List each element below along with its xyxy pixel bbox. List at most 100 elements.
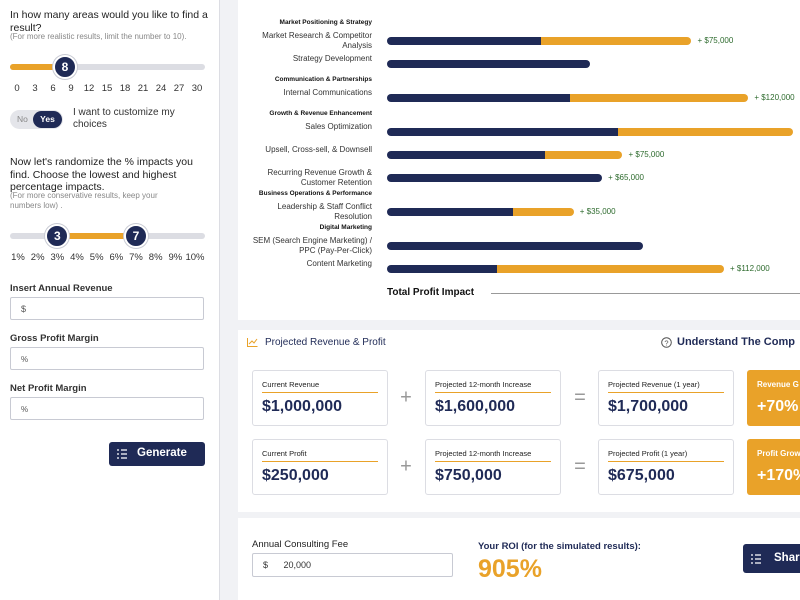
help-icon: ? [661, 337, 672, 348]
metric-value: $250,000 [262, 467, 329, 484]
metric-value: $1,600,000 [435, 398, 516, 415]
slider-tick-label: 2% [30, 252, 45, 263]
slider-tick-label: 1% [11, 252, 25, 263]
field-label: Gross Profit Margin [10, 333, 99, 344]
growth-label: Revenue G [757, 380, 799, 389]
base-bar [387, 94, 570, 102]
metric-label: Projected Revenue (1 year) [608, 380, 700, 389]
text-input[interactable]: % [10, 397, 204, 420]
group-label: Market Positioning & Strategy [279, 19, 372, 26]
plus-sign: + [400, 455, 412, 478]
slider-tick-label: 18 [119, 83, 131, 94]
generate-button[interactable]: Generate [109, 442, 205, 466]
metric-value: $675,000 [608, 467, 675, 484]
areas-hint: (For more realistic results, limit the n… [10, 32, 187, 41]
text-input[interactable]: % [10, 347, 204, 370]
metric-box: Projected Revenue (1 year) $1,700,000 [598, 370, 734, 426]
share-button[interactable]: Shar [743, 544, 800, 573]
slider-tick-label: 5% [89, 252, 104, 263]
increase-label: + $120,000 [754, 93, 795, 102]
increase-label: + $112,000 [729, 264, 770, 273]
equals-sign: = [574, 386, 586, 409]
row-label: Strategy Development [292, 54, 372, 63]
metric-label: Projected 12-month Increase [435, 449, 532, 458]
increase-bar [618, 128, 793, 136]
row-label: Market Research & Competitor Analysis [262, 31, 372, 50]
metric-value: $1,700,000 [608, 398, 689, 415]
slider-tick-label: 30 [191, 83, 203, 94]
row-label: Recurring Revenue Growth & Customer Rete… [267, 168, 373, 187]
increase-bar [545, 151, 623, 159]
slider-tick-label: 8% [148, 252, 163, 263]
slider-thumb[interactable]: 8 [53, 55, 77, 79]
svg-text:?: ? [664, 338, 668, 347]
slider-tick-label: 21 [137, 83, 149, 94]
increase-label: + $75,000 [628, 150, 665, 159]
roi-card: Annual Consulting Fee $ 20,000 Your ROI … [238, 518, 800, 600]
slider-thumb[interactable]: 3 [45, 224, 70, 248]
slider-tick-label: 3% [50, 252, 65, 263]
equals-sign: = [574, 455, 586, 478]
base-bar [387, 128, 619, 136]
growth-value: +170% [757, 467, 800, 484]
metric-underline [608, 392, 724, 393]
fee-currency: $ [263, 560, 269, 570]
metric-box: Current Profit $250,000 [252, 439, 388, 495]
row-label: Content Marketing [306, 259, 372, 268]
impacts-question: Now let's randomize the % impacts you fi… [10, 156, 193, 193]
slider-thumb[interactable]: 7 [124, 224, 148, 248]
fee-input[interactable]: $ 20,000 [252, 553, 453, 577]
group-label: Digital Marketing [319, 224, 372, 231]
increase-bar [541, 37, 692, 45]
slider-fill [57, 233, 136, 239]
roi-label: Your ROI (for the simulated results): [478, 541, 641, 552]
increase-label: + $35,000 [579, 207, 616, 216]
row-label: SEM (Search Engine Marketing) / PPC (Pay… [252, 236, 372, 255]
row-label: Internal Communications [283, 88, 372, 97]
base-bar [387, 60, 590, 68]
slider-tick-label: 7% [129, 252, 143, 263]
toggle-on: Yes [33, 111, 62, 128]
roi-value: 905% [478, 555, 542, 583]
metric-underline [262, 461, 378, 462]
slider-tick-label: 4% [70, 252, 84, 263]
metric-label: Current Revenue [262, 380, 320, 389]
slider-tick-label: 10% [185, 252, 205, 263]
metric-value: $750,000 [435, 467, 502, 484]
metric-label: Current Profit [262, 449, 307, 458]
total-label: Total Profit Impact [387, 287, 475, 298]
field-label: Net Profit Margin [10, 383, 87, 394]
help-link[interactable]: Understand The Comp [677, 336, 795, 348]
share-label: Shar [774, 552, 800, 564]
areas-question: In how many areas would you like to find… [10, 9, 208, 34]
metric-box: Projected 12-month Increase $750,000 [425, 439, 561, 495]
text-input[interactable]: $ [10, 297, 204, 320]
base-bar [387, 174, 603, 182]
sidebar: In how many areas would you like to find… [0, 0, 220, 600]
slider-tick-label: 9% [168, 252, 183, 263]
slider-tick-label: 27 [173, 83, 185, 94]
increase-bar [569, 94, 749, 102]
group-label: Business Operations & Performance [258, 190, 372, 197]
list-icon [751, 554, 761, 564]
slider-tick-label: 24 [155, 83, 167, 94]
fee-value: 20,000 [283, 560, 312, 570]
total-line [491, 293, 800, 294]
metric-underline [608, 461, 724, 462]
metric-box: Projected 12-month Increase $1,600,000 [425, 370, 561, 426]
row-label: Sales Optimization [305, 122, 372, 131]
projection-title: Projected Revenue & Profit [265, 337, 386, 348]
projection-card: Projected Revenue & Profit ? Understand … [238, 330, 800, 512]
base-bar [387, 151, 546, 159]
increase-label: + $65,000 [608, 173, 644, 182]
growth-box: Profit Grow +170% [747, 439, 800, 495]
slider-tick-label: 6% [109, 252, 124, 263]
increase-bar [512, 208, 574, 216]
customize-label: I want to customize my choices [73, 107, 175, 130]
slider-tick-label: 12 [83, 83, 95, 94]
metric-label: Projected Profit (1 year) [608, 449, 688, 458]
slider-tick-label: 6 [50, 83, 56, 94]
base-bar [387, 242, 643, 250]
fee-label: Annual Consulting Fee [252, 539, 349, 550]
growth-label: Profit Grow [757, 449, 800, 458]
